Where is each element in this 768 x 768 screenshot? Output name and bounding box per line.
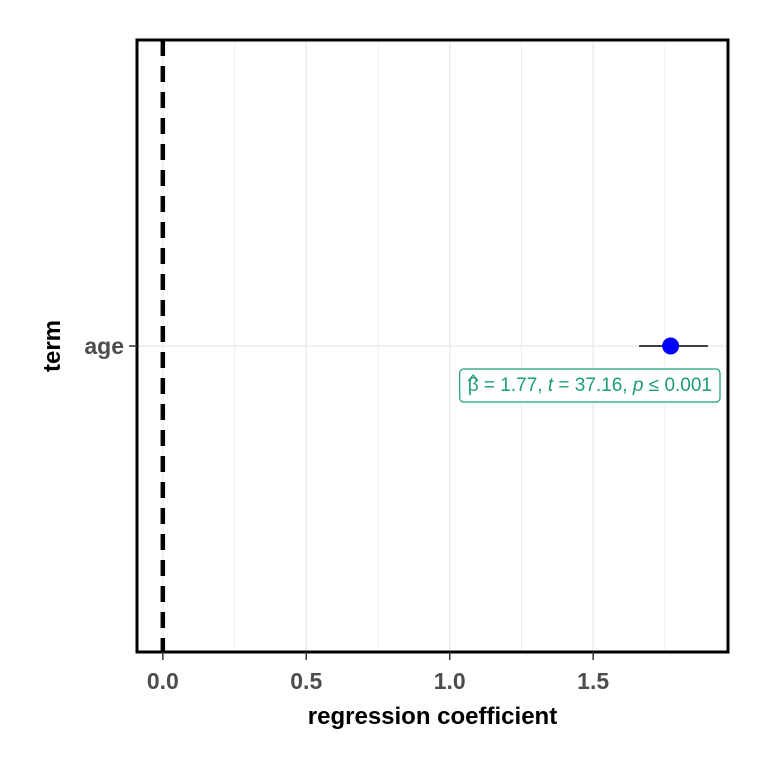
- y-tick-label-age: age: [84, 333, 124, 359]
- label-beta-symbol: β: [468, 375, 479, 396]
- point-age: [662, 337, 680, 355]
- label-box-age: [459, 368, 721, 403]
- label-p-symbol: p: [632, 375, 644, 396]
- x-axis-title: regression coefficient: [308, 703, 557, 730]
- label-group-age: β = 1.77, t = 37.16, p ≤ 0.001: [459, 368, 721, 403]
- axis-layer: age 0.0 0.5 1.0 1.5: [84, 333, 609, 694]
- label-t-eq: = 37.16,: [553, 375, 633, 396]
- marks-layer: β = 1.77, t = 37.16, p ≤ 0.001: [459, 337, 721, 403]
- label-beta-eq: = 1.77,: [479, 375, 548, 396]
- label-text-age: β = 1.77, t = 37.16, p ≤ 0.001: [468, 375, 712, 396]
- label-t-symbol: t: [548, 375, 554, 396]
- grid-layer: [137, 40, 728, 652]
- x-tick-label: 1.0: [434, 668, 466, 694]
- x-tick-label: 0.0: [147, 668, 179, 694]
- y-axis-title: term: [39, 320, 66, 372]
- x-tick-label: 1.5: [577, 668, 609, 694]
- label-p-eq: ≤ 0.001: [643, 375, 712, 396]
- x-tick-label: 0.5: [290, 668, 322, 694]
- beta-hat-icon: [467, 373, 479, 382]
